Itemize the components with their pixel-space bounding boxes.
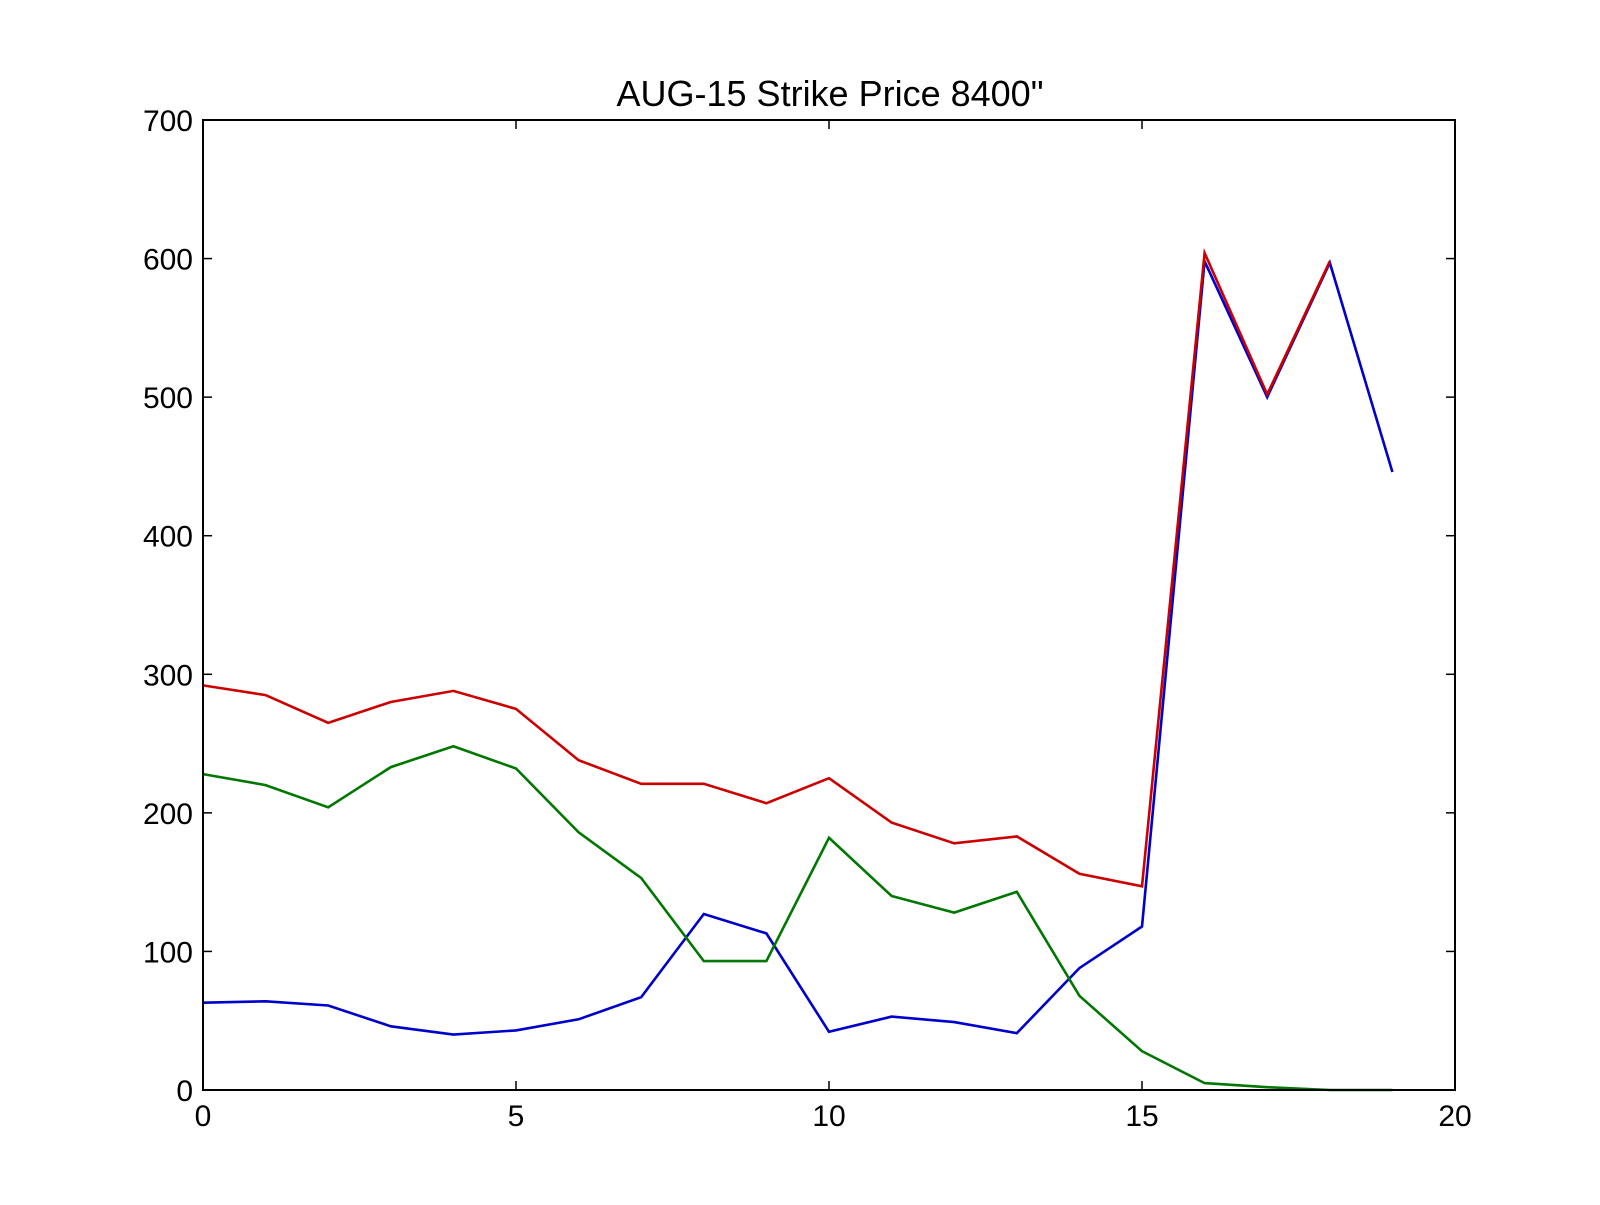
x-tick-label: 15: [1125, 1100, 1158, 1133]
x-tick-label: 20: [1438, 1100, 1471, 1133]
plot-frame: [202, 119, 1456, 1091]
y-tick-label: 200: [143, 798, 193, 831]
y-tick-label: 700: [143, 105, 193, 138]
series-2-line: [202, 247, 1331, 888]
series-3-line: [202, 744, 1393, 1092]
series-3: [202, 744, 1393, 1092]
x-tick-label: 10: [812, 1100, 845, 1133]
y-tick-label: 400: [143, 521, 193, 554]
y-tick-label: 100: [143, 936, 193, 969]
series-1-line: [202, 256, 1394, 1036]
y-tick-label: 500: [143, 382, 193, 415]
x-tick-label: 0: [195, 1100, 212, 1133]
chart-title: AUG-15 Strike Price 8400": [617, 73, 1044, 114]
series-1: [202, 256, 1394, 1036]
series-layer: [202, 247, 1394, 1092]
x-tick-label: 5: [508, 1100, 525, 1133]
series-2: [202, 247, 1331, 888]
y-tick-label: 0: [176, 1075, 193, 1108]
y-tick-label: 600: [143, 244, 193, 277]
y-tick-label: 300: [143, 659, 193, 692]
